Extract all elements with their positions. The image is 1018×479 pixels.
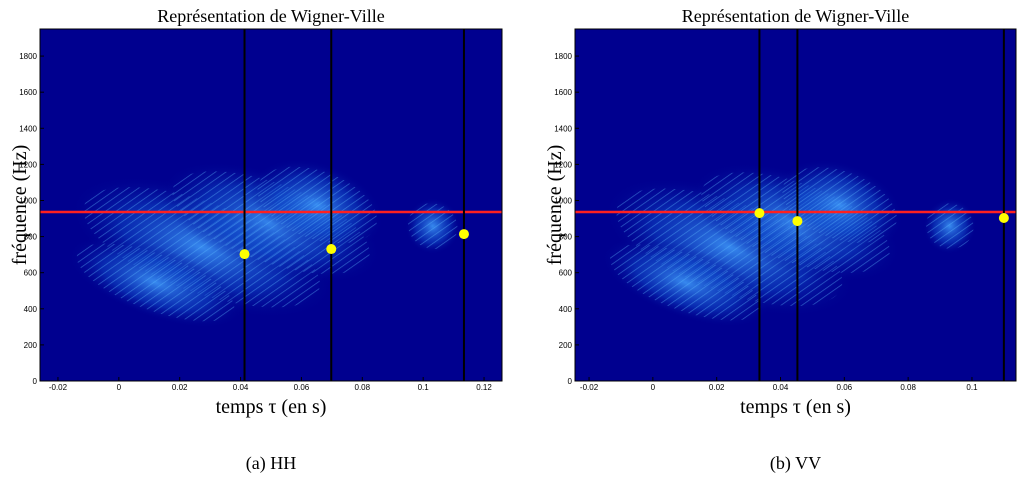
y-tick-label: 200: [24, 341, 38, 350]
plot-frame: [39, 28, 503, 382]
y-tick-label: 800: [24, 233, 38, 242]
y-tick-label: 1000: [554, 196, 572, 205]
y-tick-label: 1800: [554, 52, 572, 61]
caption: (b) VV: [770, 453, 821, 474]
x-tick-label: 0.12: [476, 383, 492, 392]
y-tick-label: 0: [568, 377, 573, 386]
x-tick-label: 0.08: [900, 383, 916, 392]
energy-stripes: [408, 203, 458, 249]
x-tick-label: -0.02: [580, 383, 599, 392]
x-axis-label: temps τ (en s): [216, 396, 327, 418]
y-tick-label: 400: [559, 305, 573, 314]
y-tick-label: 200: [559, 341, 573, 350]
y-axis-label: fréquence (Hz): [9, 145, 31, 265]
energy-stripes: [257, 166, 377, 244]
y-tick-label: 600: [24, 269, 38, 278]
x-tick-label: -0.02: [49, 383, 68, 392]
energy-stripes: [782, 167, 897, 243]
panel: -0.02 0 0.02 0.04 0.06 0.08 0.1 0 200 400 600 800 10…: [544, 6, 1017, 474]
energy-stripes: [76, 243, 235, 322]
point: [326, 244, 337, 255]
x-tick-label: 0.06: [837, 383, 853, 392]
y-tick-label: 600: [559, 269, 573, 278]
point: [998, 212, 1009, 223]
x-tick-label: 0.04: [233, 383, 249, 392]
energy-stripes: [926, 203, 974, 249]
x-tick-label: 0.06: [294, 383, 310, 392]
y-axis-label: fréquence (Hz): [544, 145, 566, 265]
x-tick-label: 0.02: [709, 383, 725, 392]
y-tick-label: 1400: [19, 124, 37, 133]
x-tick-label: 0.02: [172, 383, 188, 392]
x-tick-label: 0.04: [773, 383, 789, 392]
energy-stripes: [83, 187, 320, 308]
y-tick-label: 1200: [19, 160, 37, 169]
energy-stripes: [610, 244, 761, 321]
y-tick-label: 400: [24, 305, 38, 314]
y-tick-label: 1800: [19, 52, 37, 61]
caption: (a) HH: [246, 453, 296, 474]
chart-title: Représentation de Wigner-Ville: [157, 6, 384, 26]
texture: [67, 158, 461, 329]
y-tick-label: 800: [559, 233, 573, 242]
point: [754, 208, 765, 219]
y-tick-label: 0: [33, 377, 38, 386]
y-tick-label: 1600: [19, 88, 37, 97]
energy-stripes: [616, 188, 843, 306]
x-tick-label: 0.1: [966, 383, 978, 392]
point: [792, 216, 803, 227]
x-tick-label: 0: [651, 383, 656, 392]
x-tick-label: 0: [117, 383, 122, 392]
x-tick-label: 0.1: [418, 383, 430, 392]
x-tick-label: 0.08: [355, 383, 371, 392]
plot-frame: [574, 28, 1017, 382]
point: [239, 249, 250, 260]
y-tick-label: 1600: [554, 88, 572, 97]
y-tick-label: 1000: [19, 196, 37, 205]
point: [458, 229, 469, 240]
y-tick-label: 1200: [554, 160, 572, 169]
chart-title: Représentation de Wigner-Ville: [682, 6, 909, 26]
y-tick-label: 1400: [554, 124, 572, 133]
x-axis-label: temps τ (en s): [740, 396, 851, 418]
panel: -0.02 0 0.02 0.04 0.06 0.08 0.1 0.12 0 200 400 600 8…: [9, 6, 503, 474]
